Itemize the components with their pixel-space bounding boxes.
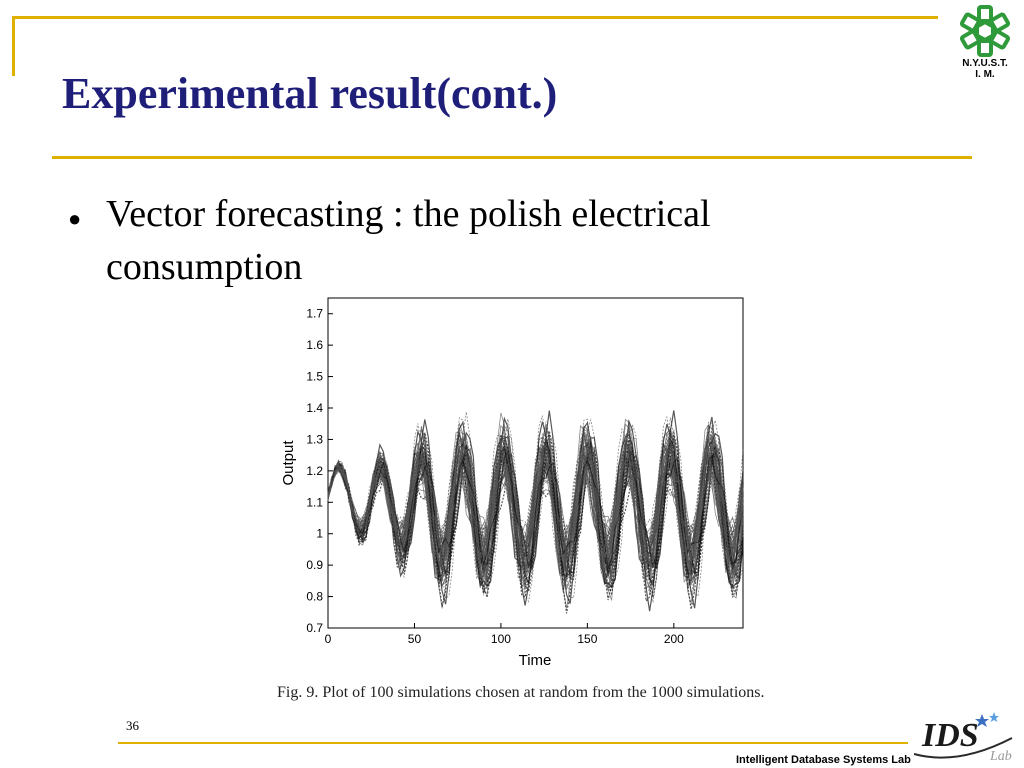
x-tick-label: 0 [325,632,332,646]
y-tick-label: 0.7 [306,621,323,635]
x-axis-label: Time [519,652,552,669]
series-layer [327,410,744,614]
nyust-emblem-icon [959,5,1011,57]
figure-caption: Fig. 9. Plot of 100 simulations chosen a… [277,684,765,701]
x-tick-label: 50 [408,632,422,646]
nyust-logo-line2: I. M. [975,69,995,80]
simulation-series-line [327,427,744,569]
y-tick-label: 0.8 [306,590,323,604]
y-tick-label: 1.3 [306,432,323,446]
title-underline-rule [52,156,972,159]
simulation-series-line [327,415,744,589]
x-tick-label: 100 [491,632,511,646]
simulation-series-line [327,429,744,586]
footer-lab-name: Intelligent Database Systems Lab [736,754,911,766]
y-tick-label: 1.1 [306,495,323,509]
nyust-logo-line1: N.Y.U.S.T. [962,58,1008,69]
tick-layer: 0 50 100 150 200 0.7 0.8 0.9 1 1.1 1.2 1.3 1.4 1.5 1.6… [306,307,684,646]
ids-logo-mark: IDS [921,717,979,754]
ids-logo-sub: Lab [989,749,1012,764]
y-tick-label: 1.7 [306,307,323,321]
bullet-dot-icon: ● [68,206,82,231]
simulation-plot: 0 50 100 150 200 0.7 0.8 0.9 1 1.1 1.2 1.3 1.4 1.5 1.6… [275,290,755,670]
slide-number: 36 [126,718,139,733]
y-tick-label: 1.6 [306,338,323,352]
simulation-series-line [327,418,744,581]
simulation-plot-svg: 0 50 100 150 200 0.7 0.8 0.9 1 1.1 1.2 1.3 1.4 1.5 1.6… [280,297,744,669]
y-tick-label: 1.2 [306,464,323,478]
simulation-series-line [327,430,744,586]
y-axis-label: Output [280,440,297,486]
y-tick-label: 1.4 [306,401,323,415]
top-frame-rule [12,16,938,19]
ids-logo-icon: IDS Lab [913,712,1013,764]
ids-lab-logo: IDS Lab [908,708,1020,766]
nyust-logo: N.Y.U.S.T. I. M. [952,4,1018,86]
y-tick-label: 1.5 [306,370,323,384]
x-tick-label: 200 [664,632,684,646]
page-title: Experimental result(cont.) [62,69,558,118]
y-tick-label: 1 [316,527,323,541]
left-frame-rule [12,16,15,76]
y-tick-label: 0.9 [306,558,323,572]
x-tick-label: 150 [577,632,597,646]
simulation-series-line [327,435,744,565]
bullet-text: Vector forecasting : the polish electric… [106,193,711,288]
footer-rule [118,742,908,744]
